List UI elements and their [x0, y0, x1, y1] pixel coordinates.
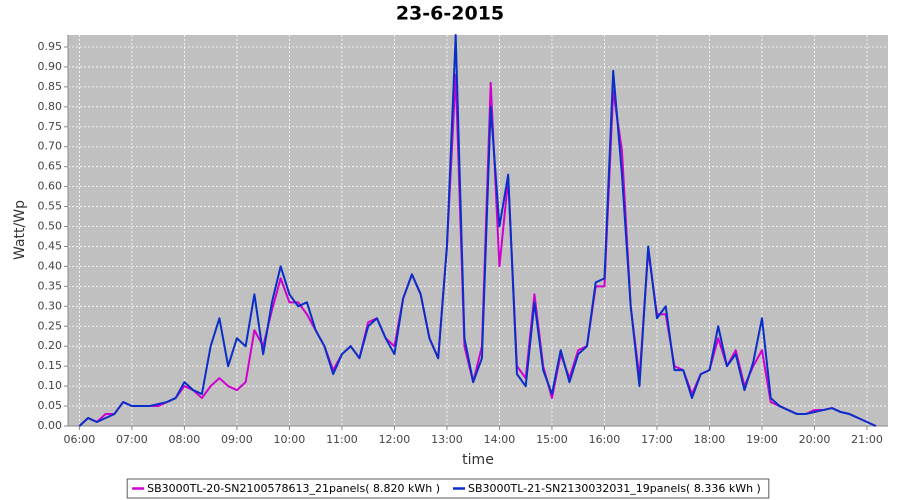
x-tick-label: 13:00 [431, 433, 463, 446]
y-tick-label: 0.30 [38, 299, 63, 312]
legend-box [126, 478, 770, 499]
y-tick-label: 0.95 [38, 40, 63, 53]
x-tick-label: 16:00 [589, 433, 621, 446]
y-axis-label: Watt/Wp [12, 200, 28, 260]
x-tick-label: 15:00 [536, 433, 568, 446]
x-tick-label: 18:00 [694, 433, 726, 446]
y-tick-label: 0.60 [38, 180, 63, 193]
x-tick-label: 07:00 [116, 433, 148, 446]
x-tick-label: 12:00 [379, 433, 411, 446]
y-tick-label: 0.00 [38, 419, 63, 432]
legend: SB3000TL-20-SN2100578613_21panels( 8.820… [126, 478, 770, 499]
y-tick-label: 0.15 [38, 359, 63, 372]
x-tick-label: 11:00 [326, 433, 358, 446]
legend-label: SB3000TL-20-SN2100578613_21panels( 8.820… [147, 482, 440, 495]
x-tick-label: 20:00 [799, 433, 831, 446]
y-tick-label: 0.80 [38, 100, 63, 113]
y-tick-label: 0.45 [38, 239, 63, 252]
y-tick-label: 0.50 [38, 220, 63, 233]
y-tick-label: 0.35 [38, 279, 63, 292]
x-tick-label: 17:00 [641, 433, 673, 446]
y-tick-label: 0.40 [38, 259, 63, 272]
y-tick-label: 0.20 [38, 339, 63, 352]
series-line [78, 34, 877, 427]
y-tick-label: 0.10 [38, 379, 63, 392]
chart-title: 23-6-2015 [396, 3, 504, 25]
x-axis-label: time [462, 452, 494, 468]
x-tick-label: 14:00 [484, 433, 516, 446]
y-tick-label: 0.70 [38, 140, 63, 153]
x-tick-label: 21:00 [851, 433, 883, 446]
x-tick-label: 10:00 [274, 433, 306, 446]
y-tick-label: 0.05 [38, 399, 63, 412]
x-tick-label: 19:00 [746, 433, 778, 446]
y-tick-label: 0.85 [38, 80, 63, 93]
y-tick-label: 0.65 [38, 160, 63, 173]
y-tick-label: 0.90 [38, 60, 63, 73]
y-tick-label: 0.55 [38, 200, 63, 213]
x-tick-label: 08:00 [169, 433, 201, 446]
y-tick-label: 0.75 [38, 120, 63, 133]
x-tick-label: 09:00 [221, 433, 253, 446]
x-tick-label: 06:00 [64, 433, 96, 446]
legend-label: SB3000TL-21-SN2130032031_19panels( 8.336… [468, 482, 761, 495]
y-tick-label: 0.25 [38, 319, 63, 332]
